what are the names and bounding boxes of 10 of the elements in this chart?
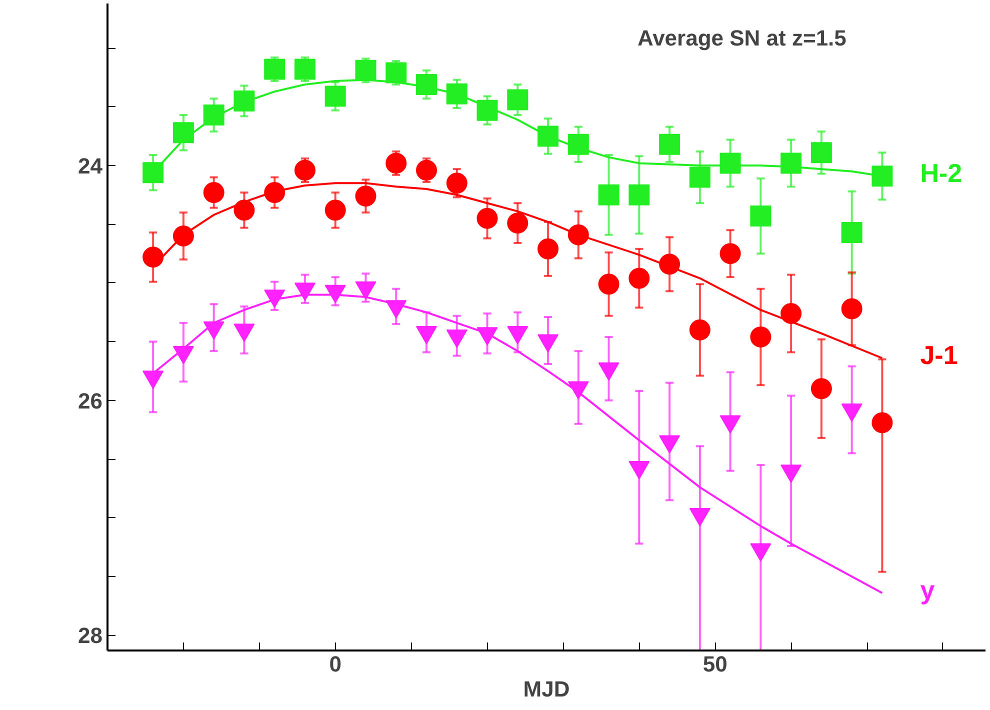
x-tick-label: 0 <box>329 652 342 676</box>
text: Average SN at z=1.5 <box>638 26 846 50</box>
series-label: y <box>920 574 936 605</box>
x-axis-title: MJD <box>523 676 570 702</box>
series-label: H-2 <box>920 158 962 188</box>
series-label: J-1 <box>920 340 958 370</box>
y-tick-label: 26 <box>78 388 103 414</box>
y-tick-label: 24 <box>78 154 104 179</box>
y-tick-label: 28 <box>78 623 103 648</box>
x-tick-label: 50 <box>702 652 728 676</box>
